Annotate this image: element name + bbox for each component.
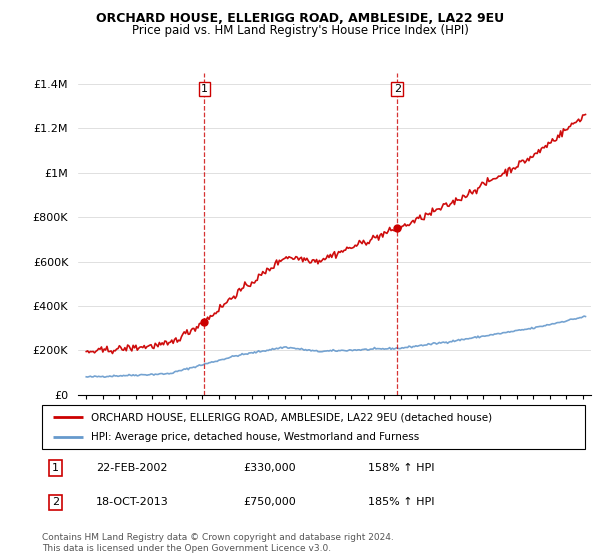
- Text: 185% ↑ HPI: 185% ↑ HPI: [368, 497, 434, 507]
- Text: 18-OCT-2013: 18-OCT-2013: [97, 497, 169, 507]
- Text: 2: 2: [52, 497, 59, 507]
- Text: 2: 2: [394, 84, 401, 94]
- Text: ORCHARD HOUSE, ELLERIGG ROAD, AMBLESIDE, LA22 9EU: ORCHARD HOUSE, ELLERIGG ROAD, AMBLESIDE,…: [96, 12, 504, 25]
- FancyBboxPatch shape: [42, 405, 585, 449]
- Text: £750,000: £750,000: [243, 497, 296, 507]
- Text: Price paid vs. HM Land Registry's House Price Index (HPI): Price paid vs. HM Land Registry's House …: [131, 24, 469, 36]
- Text: 158% ↑ HPI: 158% ↑ HPI: [368, 463, 434, 473]
- Text: ORCHARD HOUSE, ELLERIGG ROAD, AMBLESIDE, LA22 9EU (detached house): ORCHARD HOUSE, ELLERIGG ROAD, AMBLESIDE,…: [91, 412, 492, 422]
- Text: 1: 1: [52, 463, 59, 473]
- Text: 22-FEB-2002: 22-FEB-2002: [97, 463, 168, 473]
- Text: HPI: Average price, detached house, Westmorland and Furness: HPI: Average price, detached house, West…: [91, 432, 419, 442]
- Text: 1: 1: [201, 84, 208, 94]
- Text: Contains HM Land Registry data © Crown copyright and database right 2024.
This d: Contains HM Land Registry data © Crown c…: [42, 533, 394, 553]
- Text: £330,000: £330,000: [243, 463, 296, 473]
